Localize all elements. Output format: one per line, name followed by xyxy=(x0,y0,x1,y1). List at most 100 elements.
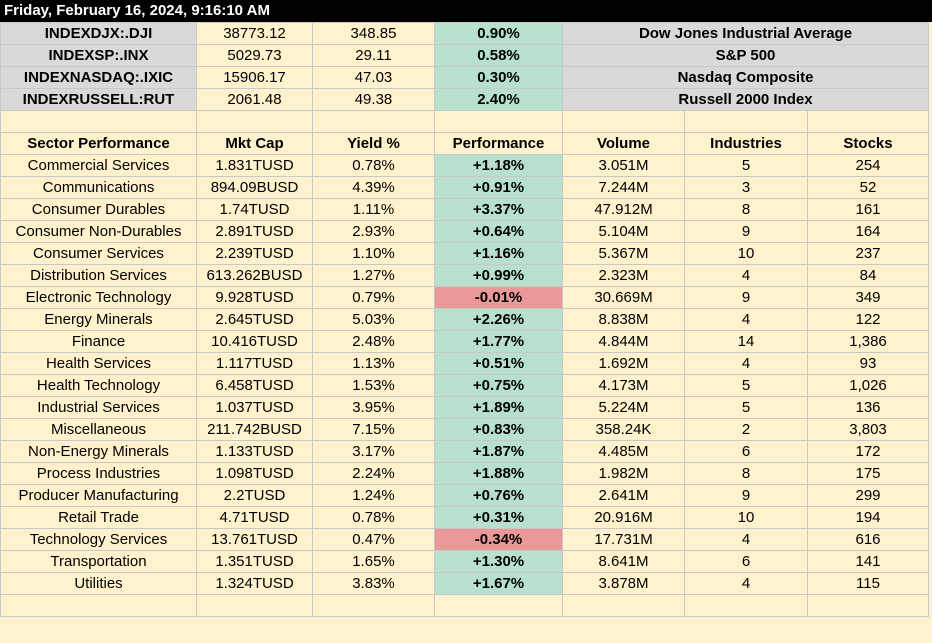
sector-stocks[interactable]: 122 xyxy=(806,308,930,331)
sector-industries[interactable]: 9 xyxy=(684,484,808,507)
sector-volume[interactable]: 4.844M xyxy=(562,330,685,353)
empty-cell[interactable] xyxy=(312,594,435,617)
sector-stocks[interactable]: 175 xyxy=(806,462,930,485)
sector-performance[interactable]: +0.76% xyxy=(434,484,563,507)
sector-name[interactable]: Transportation xyxy=(0,550,197,573)
sector-volume[interactable]: 2.323M xyxy=(562,264,685,287)
sector-yield[interactable]: 3.17% xyxy=(312,440,435,463)
index-symbol[interactable]: INDEXRUSSELL:RUT xyxy=(0,88,197,111)
sector-industries[interactable]: 4 xyxy=(684,264,808,287)
sector-yield[interactable]: 1.10% xyxy=(312,242,435,265)
sector-yield[interactable]: 0.47% xyxy=(312,528,435,551)
sector-name[interactable]: Miscellaneous xyxy=(0,418,197,441)
sector-mkt-cap[interactable]: 1.117TUSD xyxy=(196,352,313,375)
sector-mkt-cap[interactable]: 1.133TUSD xyxy=(196,440,313,463)
sector-mkt-cap[interactable]: 613.262BUSD xyxy=(196,264,313,287)
sector-mkt-cap[interactable]: 1.831TUSD xyxy=(196,154,313,177)
empty-cell[interactable] xyxy=(434,594,563,617)
sector-yield[interactable]: 0.79% xyxy=(312,286,435,309)
index-percent[interactable]: 0.58% xyxy=(434,44,563,67)
sector-stocks[interactable]: 161 xyxy=(806,198,930,221)
sector-stocks[interactable]: 1,026 xyxy=(806,374,930,397)
sector-yield[interactable]: 2.24% xyxy=(312,462,435,485)
sector-performance[interactable]: +0.51% xyxy=(434,352,563,375)
sector-yield[interactable]: 1.13% xyxy=(312,352,435,375)
sector-stocks[interactable]: 1,386 xyxy=(806,330,930,353)
sector-industries[interactable]: 8 xyxy=(684,462,808,485)
sector-performance[interactable]: +0.99% xyxy=(434,264,563,287)
sector-performance[interactable]: +1.87% xyxy=(434,440,563,463)
sector-industries[interactable]: 14 xyxy=(684,330,808,353)
sector-stocks[interactable]: 115 xyxy=(806,572,930,595)
sector-performance[interactable]: +0.83% xyxy=(434,418,563,441)
sector-mkt-cap[interactable]: 1.351TUSD xyxy=(196,550,313,573)
index-price[interactable]: 38773.12 xyxy=(196,22,313,45)
sector-volume[interactable]: 17.731M xyxy=(562,528,685,551)
sector-industries[interactable]: 5 xyxy=(684,396,808,419)
sector-volume[interactable]: 1.982M xyxy=(562,462,685,485)
index-price[interactable]: 15906.17 xyxy=(196,66,313,89)
sector-industries[interactable]: 9 xyxy=(684,220,808,243)
index-change[interactable]: 29.11 xyxy=(312,44,435,67)
sector-mkt-cap[interactable]: 2.645TUSD xyxy=(196,308,313,331)
index-symbol[interactable]: INDEXDJX:.DJI xyxy=(0,22,197,45)
sector-mkt-cap[interactable]: 1.037TUSD xyxy=(196,396,313,419)
sector-industries[interactable]: 6 xyxy=(684,550,808,573)
empty-cell[interactable] xyxy=(562,594,685,617)
sector-mkt-cap[interactable]: 6.458TUSD xyxy=(196,374,313,397)
sector-mkt-cap[interactable]: 4.71TUSD xyxy=(196,506,313,529)
sector-performance[interactable]: +2.26% xyxy=(434,308,563,331)
sector-performance[interactable]: +1.18% xyxy=(434,154,563,177)
sector-volume[interactable]: 8.641M xyxy=(562,550,685,573)
sector-industries[interactable]: 4 xyxy=(684,308,808,331)
sector-volume[interactable]: 5.224M xyxy=(562,396,685,419)
sector-stocks[interactable]: 93 xyxy=(806,352,930,375)
sector-yield[interactable]: 1.27% xyxy=(312,264,435,287)
sector-yield[interactable]: 7.15% xyxy=(312,418,435,441)
empty-cell[interactable] xyxy=(684,110,808,133)
sector-name[interactable]: Communications xyxy=(0,176,197,199)
empty-cell[interactable] xyxy=(434,110,563,133)
sector-volume[interactable]: 5.367M xyxy=(562,242,685,265)
empty-cell[interactable] xyxy=(806,594,930,617)
sector-volume[interactable]: 3.051M xyxy=(562,154,685,177)
sector-industries[interactable]: 8 xyxy=(684,198,808,221)
sector-industries[interactable]: 6 xyxy=(684,440,808,463)
sector-volume[interactable]: 4.485M xyxy=(562,440,685,463)
sector-volume[interactable]: 47.912M xyxy=(562,198,685,221)
sector-performance[interactable]: +1.67% xyxy=(434,572,563,595)
sector-industries[interactable]: 10 xyxy=(684,242,808,265)
sector-yield[interactable]: 0.78% xyxy=(312,154,435,177)
sector-mkt-cap[interactable]: 13.761TUSD xyxy=(196,528,313,551)
sector-mkt-cap[interactable]: 1.74TUSD xyxy=(196,198,313,221)
empty-cell[interactable] xyxy=(196,594,313,617)
sector-volume[interactable]: 5.104M xyxy=(562,220,685,243)
index-name[interactable]: Nasdaq Composite xyxy=(561,66,930,89)
index-change[interactable]: 47.03 xyxy=(312,66,435,89)
sector-industries[interactable]: 5 xyxy=(684,374,808,397)
empty-cell[interactable] xyxy=(806,110,930,133)
sector-performance[interactable]: +1.16% xyxy=(434,242,563,265)
sector-mkt-cap[interactable]: 1.098TUSD xyxy=(196,462,313,485)
sector-stocks[interactable]: 254 xyxy=(806,154,930,177)
sector-volume[interactable]: 20.916M xyxy=(562,506,685,529)
index-name[interactable]: S&P 500 xyxy=(561,44,930,67)
sector-stocks[interactable]: 194 xyxy=(806,506,930,529)
index-symbol[interactable]: INDEXSP:.INX xyxy=(0,44,197,67)
sector-stocks[interactable]: 299 xyxy=(806,484,930,507)
sector-mkt-cap[interactable]: 211.742BUSD xyxy=(196,418,313,441)
sector-name[interactable]: Consumer Durables xyxy=(0,198,197,221)
sector-volume[interactable]: 1.692M xyxy=(562,352,685,375)
sector-yield[interactable]: 3.83% xyxy=(312,572,435,595)
sector-name[interactable]: Distribution Services xyxy=(0,264,197,287)
sector-stocks[interactable]: 3,803 xyxy=(806,418,930,441)
index-change[interactable]: 49.38 xyxy=(312,88,435,111)
sector-mkt-cap[interactable]: 894.09BUSD xyxy=(196,176,313,199)
sector-name[interactable]: Health Technology xyxy=(0,374,197,397)
sector-yield[interactable]: 0.78% xyxy=(312,506,435,529)
empty-cell[interactable] xyxy=(0,110,197,133)
sector-yield[interactable]: 1.11% xyxy=(312,198,435,221)
empty-cell[interactable] xyxy=(196,110,313,133)
header-volume[interactable]: Volume xyxy=(562,132,685,155)
sector-name[interactable]: Technology Services xyxy=(0,528,197,551)
